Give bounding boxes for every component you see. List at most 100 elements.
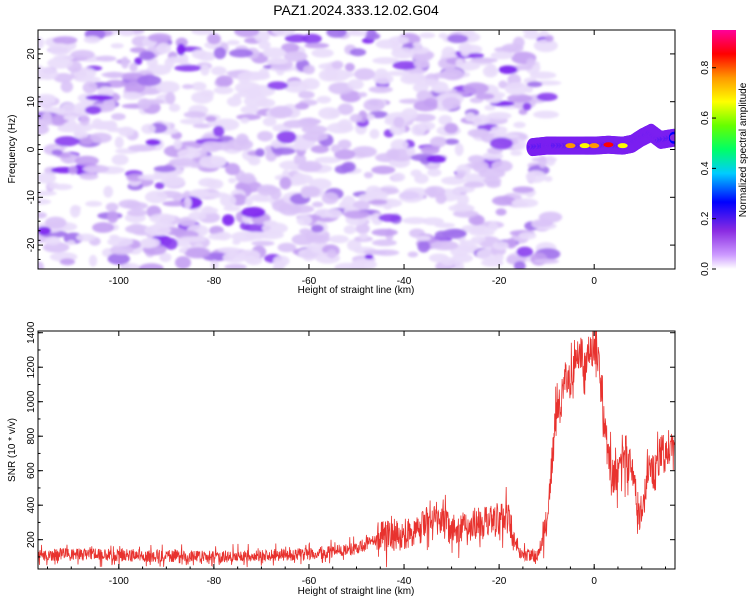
noise-blob (104, 71, 124, 79)
noise-blob (210, 260, 219, 269)
snr-x-tick-label: -80 (207, 576, 222, 587)
signal-inner (669, 134, 675, 142)
noise-blob (447, 34, 469, 44)
snr-y-tick-label: 400 (26, 496, 37, 513)
spectrogram-y-label: Frequency (Hz) (7, 115, 18, 184)
noise-blob (235, 180, 263, 193)
noise-blob (272, 147, 296, 155)
noise-blob (454, 185, 475, 194)
spectrogram-y-tick-label: -10 (26, 190, 37, 205)
noise-blob (51, 114, 66, 127)
noise-blob (526, 58, 536, 67)
noise-blob (281, 42, 300, 53)
noise-blob (511, 198, 539, 208)
snr-y-tick-label: 800 (26, 427, 37, 444)
noise-blob (461, 30, 476, 37)
noise-blob (347, 239, 362, 252)
noise-blob (92, 222, 115, 233)
noise-blob (111, 154, 129, 166)
noise-blob (137, 98, 151, 110)
noise-blob (441, 97, 461, 110)
noise-blob (95, 55, 117, 62)
noise-blob (110, 43, 124, 49)
noise-blob (79, 114, 90, 126)
noise-blob (363, 98, 385, 112)
noise-blob (120, 56, 130, 69)
noise-blob (330, 144, 341, 153)
noise-blob (213, 86, 234, 95)
noise-blob (428, 253, 449, 263)
spectrogram-noise-blobs (38, 30, 563, 269)
noise-blob (513, 121, 526, 129)
noise-blob (413, 59, 430, 69)
noise-blob (420, 145, 440, 155)
noise-blob (406, 72, 426, 83)
noise-blob (110, 244, 134, 255)
noise-blob (165, 91, 176, 105)
noise-blob (141, 123, 156, 134)
noise-blob (321, 192, 339, 205)
noise-blob (460, 239, 482, 246)
noise-blob (298, 90, 315, 99)
noise-blob (107, 210, 119, 224)
noise-blob (198, 177, 218, 188)
noise-blob (138, 50, 155, 61)
noise-blob (244, 197, 253, 206)
noise-blob (234, 30, 260, 38)
noise-blob (156, 42, 172, 54)
spectrogram-x-tick-label: -20 (492, 276, 507, 287)
noise-blob (66, 240, 76, 246)
noise-blob (240, 117, 250, 124)
snr-x-tick-label: -100 (109, 576, 129, 587)
noise-blob (210, 66, 227, 76)
noise-blob (262, 47, 286, 59)
noise-blob (464, 112, 476, 122)
spectrogram-y-ticks: -20 -10 0 10 20 (26, 29, 675, 270)
noise-blob (442, 228, 467, 239)
noise-blob (179, 118, 204, 125)
noise-blob (251, 240, 275, 247)
figure-title: PAZ1.2024.333.12.02.G04 (273, 2, 439, 18)
snr-x-label: Height of straight line (km) (298, 586, 415, 597)
noise-blob (54, 136, 80, 147)
noise-blob (334, 262, 360, 269)
noise-blob (120, 262, 141, 269)
spectrogram-y-tick-label: -20 (26, 237, 37, 252)
noise-blob (468, 214, 485, 226)
noise-blob (226, 138, 254, 151)
noise-blob (178, 247, 187, 254)
noise-blob (47, 182, 60, 190)
noise-blob (412, 41, 422, 48)
noise-blob (44, 236, 61, 246)
noise-blob (417, 121, 436, 131)
noise-blob (226, 96, 242, 107)
noise-blob (482, 152, 504, 161)
noise-blob (334, 149, 356, 160)
noise-blob (512, 36, 525, 49)
noise-blob (250, 193, 270, 202)
noise-blob (239, 221, 251, 231)
noise-blob (237, 71, 266, 81)
noise-blob (297, 160, 323, 173)
noise-blob (538, 211, 563, 223)
noise-blob (292, 172, 305, 185)
spectrogram-x-tick-label: -40 (397, 276, 412, 287)
spectrogram-x-tick-label: 0 (591, 276, 597, 287)
snr-y-ticks: 200 400 600 800 1000 1200 1400 (26, 321, 675, 558)
noise-blob (426, 155, 447, 164)
noise-blob (357, 92, 368, 98)
noise-blob (432, 72, 459, 79)
spectrogram-y-tick-label: 10 (26, 96, 37, 108)
noise-blob (126, 209, 148, 217)
noise-blob (491, 195, 516, 206)
noise-blob (486, 111, 512, 120)
noise-blob (366, 30, 377, 39)
noise-blob (159, 252, 172, 263)
noise-blob (484, 104, 496, 111)
noise-blob (173, 138, 183, 150)
noise-blob (351, 146, 377, 158)
noise-blob (349, 48, 367, 57)
noise-blob (85, 94, 114, 101)
noise-blob (255, 148, 265, 157)
